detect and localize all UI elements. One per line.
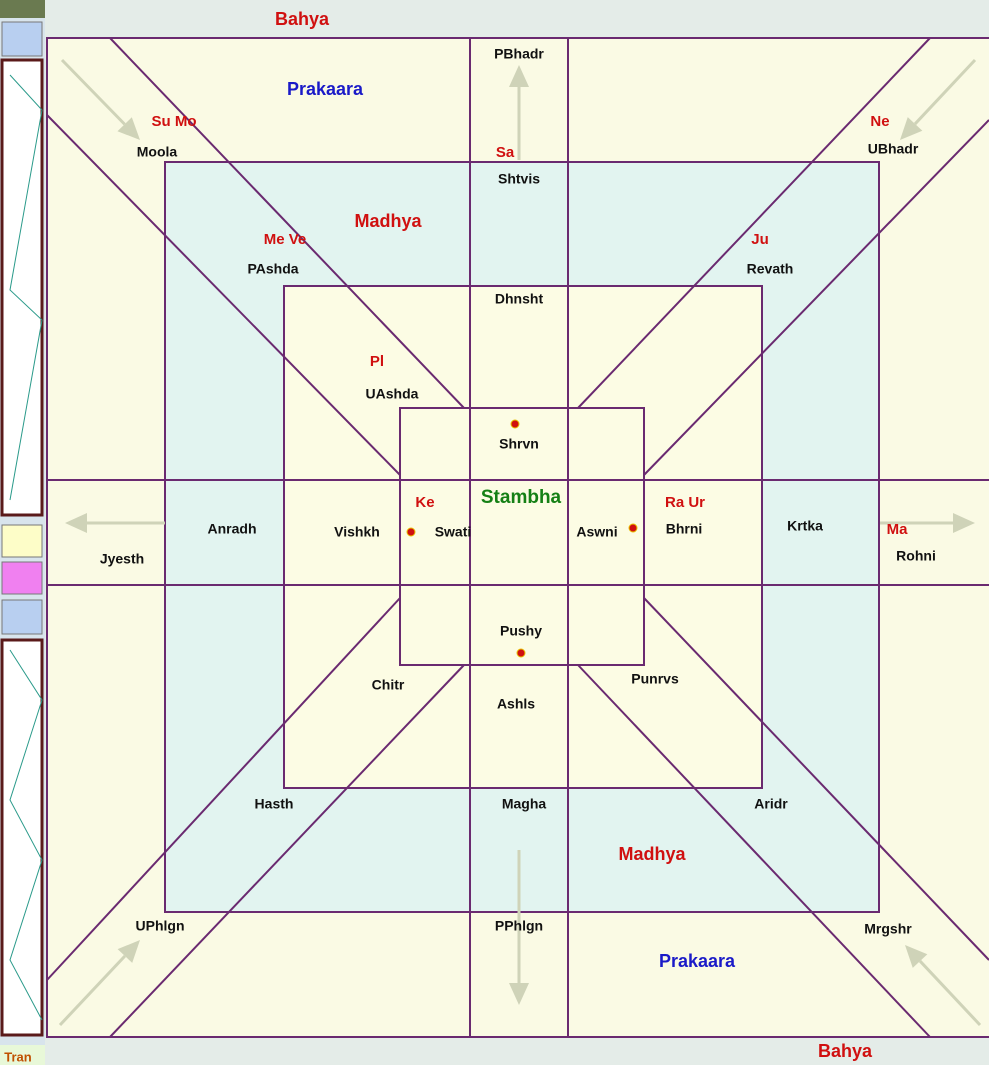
zone-label: Stambha [481, 487, 562, 508]
nakshatra-label: PAshda [247, 261, 298, 277]
arrow-head [509, 65, 529, 87]
inner-zone [284, 286, 762, 788]
nakshatra-label: PBhadr [494, 46, 544, 62]
zone-label: Prakaara [659, 951, 736, 971]
nakshatra-label: UAshda [366, 386, 419, 402]
nakshatra-label: Aswni [576, 524, 617, 540]
nakshatra-label: Chitr [372, 677, 405, 693]
nakshatra-label: Ashls [497, 696, 535, 712]
zone-label: Madhya [618, 844, 686, 864]
arrow-head [509, 983, 529, 1005]
arrow-shaft [918, 960, 982, 1027]
nakshatra-label: PPhlgn [495, 918, 543, 934]
zone-label: Bahya [275, 9, 330, 29]
dots [406, 419, 638, 658]
arrow-head [117, 117, 140, 140]
planet-label: Ke [415, 494, 434, 511]
nakshatra-label: Bhrni [666, 521, 703, 537]
zone-label: Madhya [354, 211, 422, 231]
planet-label: Ma [887, 521, 908, 538]
planet-label: Ra Ur [665, 494, 705, 511]
sidebar: Tran [0, 0, 45, 1065]
arrow-head [905, 945, 928, 968]
planet-label: Ne [870, 113, 889, 130]
planet-label: Sa [496, 144, 515, 161]
nakshatra-label: Anradh [208, 521, 257, 537]
nakshatra-label: Shrvn [499, 436, 539, 452]
nakshatra-label: Vishkh [334, 524, 380, 540]
arrow-head [117, 940, 140, 963]
center-square [399, 407, 645, 666]
planet-label: Me Ve [264, 231, 307, 248]
grid-lines [46, 37, 989, 1038]
planet-label: Su Mo [152, 113, 197, 130]
zone-label: Bahya [818, 1041, 873, 1061]
nakshatra-label: UBhadr [868, 141, 919, 157]
nakshatra-label: UPhlgn [136, 918, 185, 934]
nakshatra-label: Jyesth [100, 551, 144, 567]
nakshatra-label: Pushy [500, 623, 542, 639]
zone-label: Prakaara [287, 79, 364, 99]
nakshatra-label: Aridr [754, 796, 788, 812]
nakshatra-label: Dhnsht [495, 291, 544, 307]
sidebar-label: Tran [4, 1049, 32, 1064]
nakshatra-label: Mrgshr [864, 921, 912, 937]
nakshatra-label: Rohni [896, 548, 936, 564]
arrow-shaft [60, 58, 126, 126]
nakshatra-label: Magha [502, 796, 547, 812]
arrows [58, 58, 982, 1027]
planet-label: Pl [370, 353, 384, 370]
arrow-head [65, 513, 87, 533]
nakshatra-label: Shtvis [498, 171, 540, 187]
arrow-shaft [913, 58, 977, 125]
arrow-head [953, 513, 975, 533]
nakshatra-label: Hasth [255, 796, 294, 812]
arrow-head [900, 117, 923, 140]
nakshatra-label: Revath [747, 261, 794, 277]
nakshatra-label: Moola [137, 144, 178, 160]
nakshatra-label: Krtka [787, 518, 823, 534]
arrow-shaft [58, 954, 127, 1027]
nakshatra-label: Punrvs [631, 671, 679, 687]
nakshatra-label: Swati [435, 524, 472, 540]
planet-label: Ju [751, 231, 769, 248]
